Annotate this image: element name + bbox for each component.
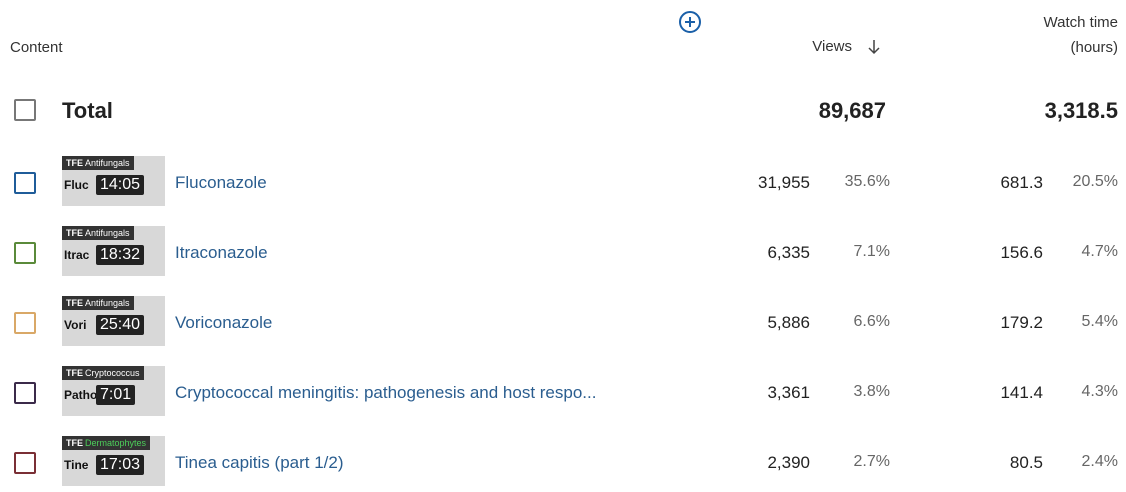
watch-time: 141.4 xyxy=(1000,383,1043,403)
watch-time: 179.2 xyxy=(1000,313,1043,333)
views: 3,361 xyxy=(767,383,810,403)
watch-time-header[interactable]: Watch time xyxy=(1044,14,1118,31)
views-share: 3.8% xyxy=(854,383,890,401)
video-title[interactable]: Fluconazole xyxy=(175,173,267,193)
watch-time-share: 5.4% xyxy=(1082,313,1118,331)
views-share: 2.7% xyxy=(854,453,890,471)
total-views: 89,687 xyxy=(819,98,886,124)
checkbox[interactable] xyxy=(14,312,36,334)
tag-text: Antifungals xyxy=(85,228,130,238)
thumbnail-text: Fluc xyxy=(64,178,89,192)
watch-time: 681.3 xyxy=(1000,173,1043,193)
duration: 7:01 xyxy=(96,385,135,405)
content-header: Content xyxy=(10,39,63,56)
thumbnail-text: Patho xyxy=(64,388,97,402)
video-title[interactable]: Itraconazole xyxy=(175,243,268,263)
thumbnail-text: Tine xyxy=(64,458,88,472)
duration: 14:05 xyxy=(96,175,144,195)
views-header[interactable]: Views xyxy=(812,38,852,55)
views-share: 7.1% xyxy=(854,243,890,261)
tag-text: Cryptococcus xyxy=(85,368,140,378)
video-title[interactable]: Tinea capitis (part 1/2) xyxy=(175,453,344,473)
thumbnail-text: Vori xyxy=(64,318,86,332)
channel-logo: TFE xyxy=(66,368,83,378)
channel-logo: TFE xyxy=(66,438,83,448)
watch-time-share: 20.5% xyxy=(1073,173,1118,191)
duration: 18:32 xyxy=(96,245,144,265)
sort-arrow xyxy=(866,38,882,56)
tag-text: Antifungals xyxy=(85,158,130,168)
total-watch-time: 3,318.5 xyxy=(1045,98,1118,124)
watch-time-share: 4.3% xyxy=(1082,383,1118,401)
watch-time-share: 4.7% xyxy=(1082,243,1118,261)
checkbox[interactable] xyxy=(14,172,36,194)
video-title[interactable]: Voriconazole xyxy=(175,313,272,333)
total-label: Total xyxy=(62,98,113,124)
tag-text: Antifungals xyxy=(85,298,130,308)
views-share: 35.6% xyxy=(845,173,890,191)
checkbox[interactable] xyxy=(14,242,36,264)
channel-logo: TFE xyxy=(66,158,83,168)
add-metric-icon[interactable] xyxy=(678,10,702,34)
analytics-table: Content Views Watch time (hours) Total 8… xyxy=(0,0,1126,492)
channel-logo: TFE xyxy=(66,298,83,308)
checkbox[interactable] xyxy=(14,452,36,474)
watch-time-unit: (hours) xyxy=(1070,39,1118,56)
checkbox[interactable] xyxy=(14,382,36,404)
checkbox[interactable] xyxy=(14,99,36,121)
watch-time: 156.6 xyxy=(1000,243,1043,263)
watch-time-share: 2.4% xyxy=(1082,453,1118,471)
views: 6,335 xyxy=(767,243,810,263)
video-title[interactable]: Cryptococcal meningitis: pathogenesis an… xyxy=(175,383,596,403)
watch-time: 80.5 xyxy=(1010,453,1043,473)
channel-logo: TFE xyxy=(66,228,83,238)
views: 5,886 xyxy=(767,313,810,333)
duration: 17:03 xyxy=(96,455,144,475)
tag-text: Dermatophytes xyxy=(85,438,146,448)
views: 2,390 xyxy=(767,453,810,473)
thumbnail-text: Itrac xyxy=(64,248,89,262)
views-share: 6.6% xyxy=(854,313,890,331)
duration: 25:40 xyxy=(96,315,144,335)
views: 31,955 xyxy=(758,173,810,193)
